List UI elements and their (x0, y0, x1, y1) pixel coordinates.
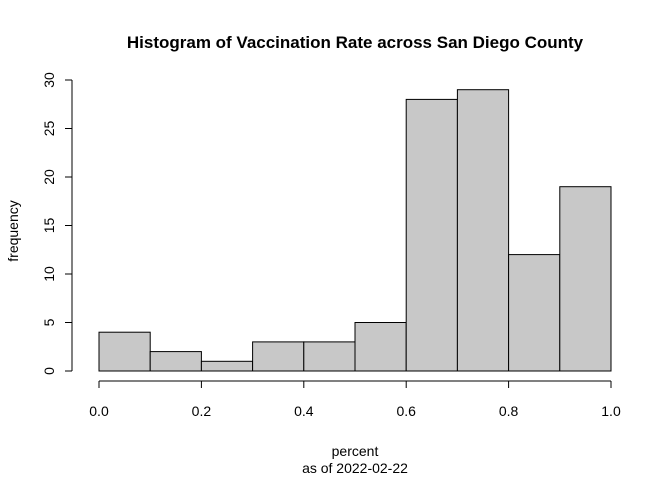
bars-layer (98, 89, 612, 372)
histogram-bar-6 (354, 322, 407, 372)
y-tick-label-1: 5 (41, 318, 57, 326)
histogram-bar-8 (456, 89, 510, 372)
x-tick-label-3: 0.6 (396, 403, 416, 419)
y-axis: 0 5 10 15 20 25 30 (41, 72, 73, 375)
histogram-bar-7 (405, 98, 458, 372)
x-tick-label-5: 1.0 (601, 403, 621, 419)
chart-title: Histogram of Vaccination Rate across San… (127, 33, 584, 52)
y-tick-label-6: 30 (41, 72, 57, 88)
x-axis-label: percent (332, 443, 379, 459)
histogram-bar-9 (508, 254, 561, 372)
x-tick-label-2: 0.4 (294, 403, 314, 419)
histogram-bar-1 (98, 331, 151, 372)
x-axis: 0.0 0.2 0.4 0.6 0.8 1.0 (89, 380, 621, 419)
x-tick-label-1: 0.2 (192, 403, 212, 419)
histogram-bar-2 (149, 351, 202, 372)
x-axis-sublabel: as of 2022-02-22 (302, 460, 408, 476)
x-tick-label-4: 0.8 (499, 403, 519, 419)
y-tick-label-2: 10 (41, 266, 57, 282)
y-tick-label-3: 15 (41, 218, 57, 234)
histogram-bar-5 (303, 341, 356, 372)
histogram-bar-10 (559, 186, 612, 372)
histogram-bar-3 (200, 360, 254, 372)
histogram-bar-4 (252, 341, 305, 372)
x-tick-label-0: 0.0 (89, 403, 109, 419)
y-tick-label-4: 20 (41, 169, 57, 185)
y-tick-label-0: 0 (41, 367, 57, 375)
y-axis-label: frequency (5, 200, 21, 261)
y-tick-label-5: 25 (41, 121, 57, 137)
